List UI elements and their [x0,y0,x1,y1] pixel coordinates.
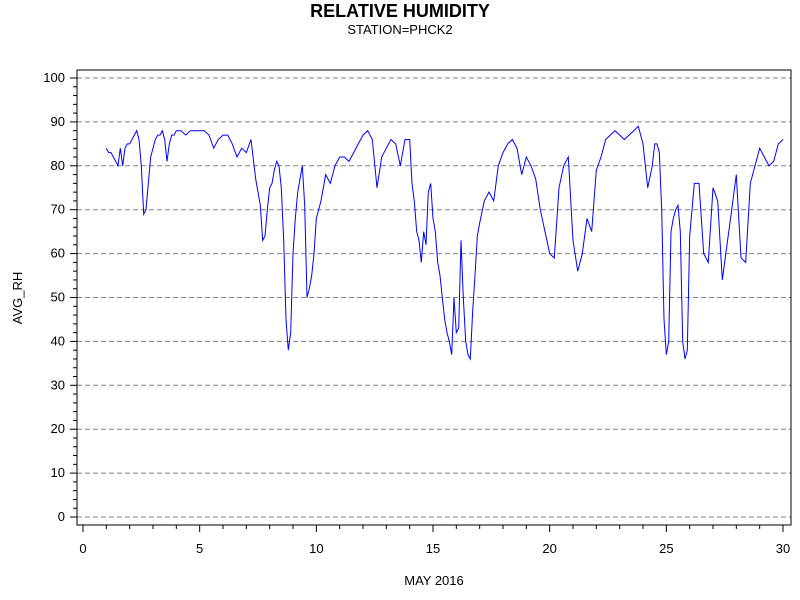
y-axis: 0 10 20 30 40 50 60 70 80 90 100 [43,70,77,524]
x-tick-label-15: 15 [426,541,440,556]
x-tick-label-5: 5 [196,541,203,556]
x-tick-label-10: 10 [309,541,323,556]
x-tick-label-20: 20 [542,541,556,556]
y-tick-label-100: 100 [43,70,65,85]
y-tick-label-70: 70 [51,202,65,217]
y-tick-label-80: 80 [51,158,65,173]
x-tick-label-30: 30 [776,541,790,556]
x-tick-label-0: 0 [79,541,86,556]
x-axis: 0 5 10 15 20 25 30 [79,525,790,556]
y-tick-label-90: 90 [51,114,65,129]
y-axis-label: AVG_RH [10,272,25,325]
y-tick-label-40: 40 [51,333,65,348]
y-tick-label-20: 20 [51,421,65,436]
y-tick-label-50: 50 [51,290,65,305]
y-tick-label-60: 60 [51,246,65,261]
y-tick-label-10: 10 [51,465,65,480]
grid-lines [77,77,791,518]
chart-subtitle: STATION=PHCK2 [347,22,453,37]
y-tick-label-30: 30 [51,377,65,392]
chart-title: RELATIVE HUMIDITY [310,1,490,21]
humidity-series-line [105,125,784,361]
x-tick-label-25: 25 [659,541,673,556]
x-axis-label: MAY 2016 [404,573,464,588]
y-tick-label-0: 0 [58,509,65,524]
